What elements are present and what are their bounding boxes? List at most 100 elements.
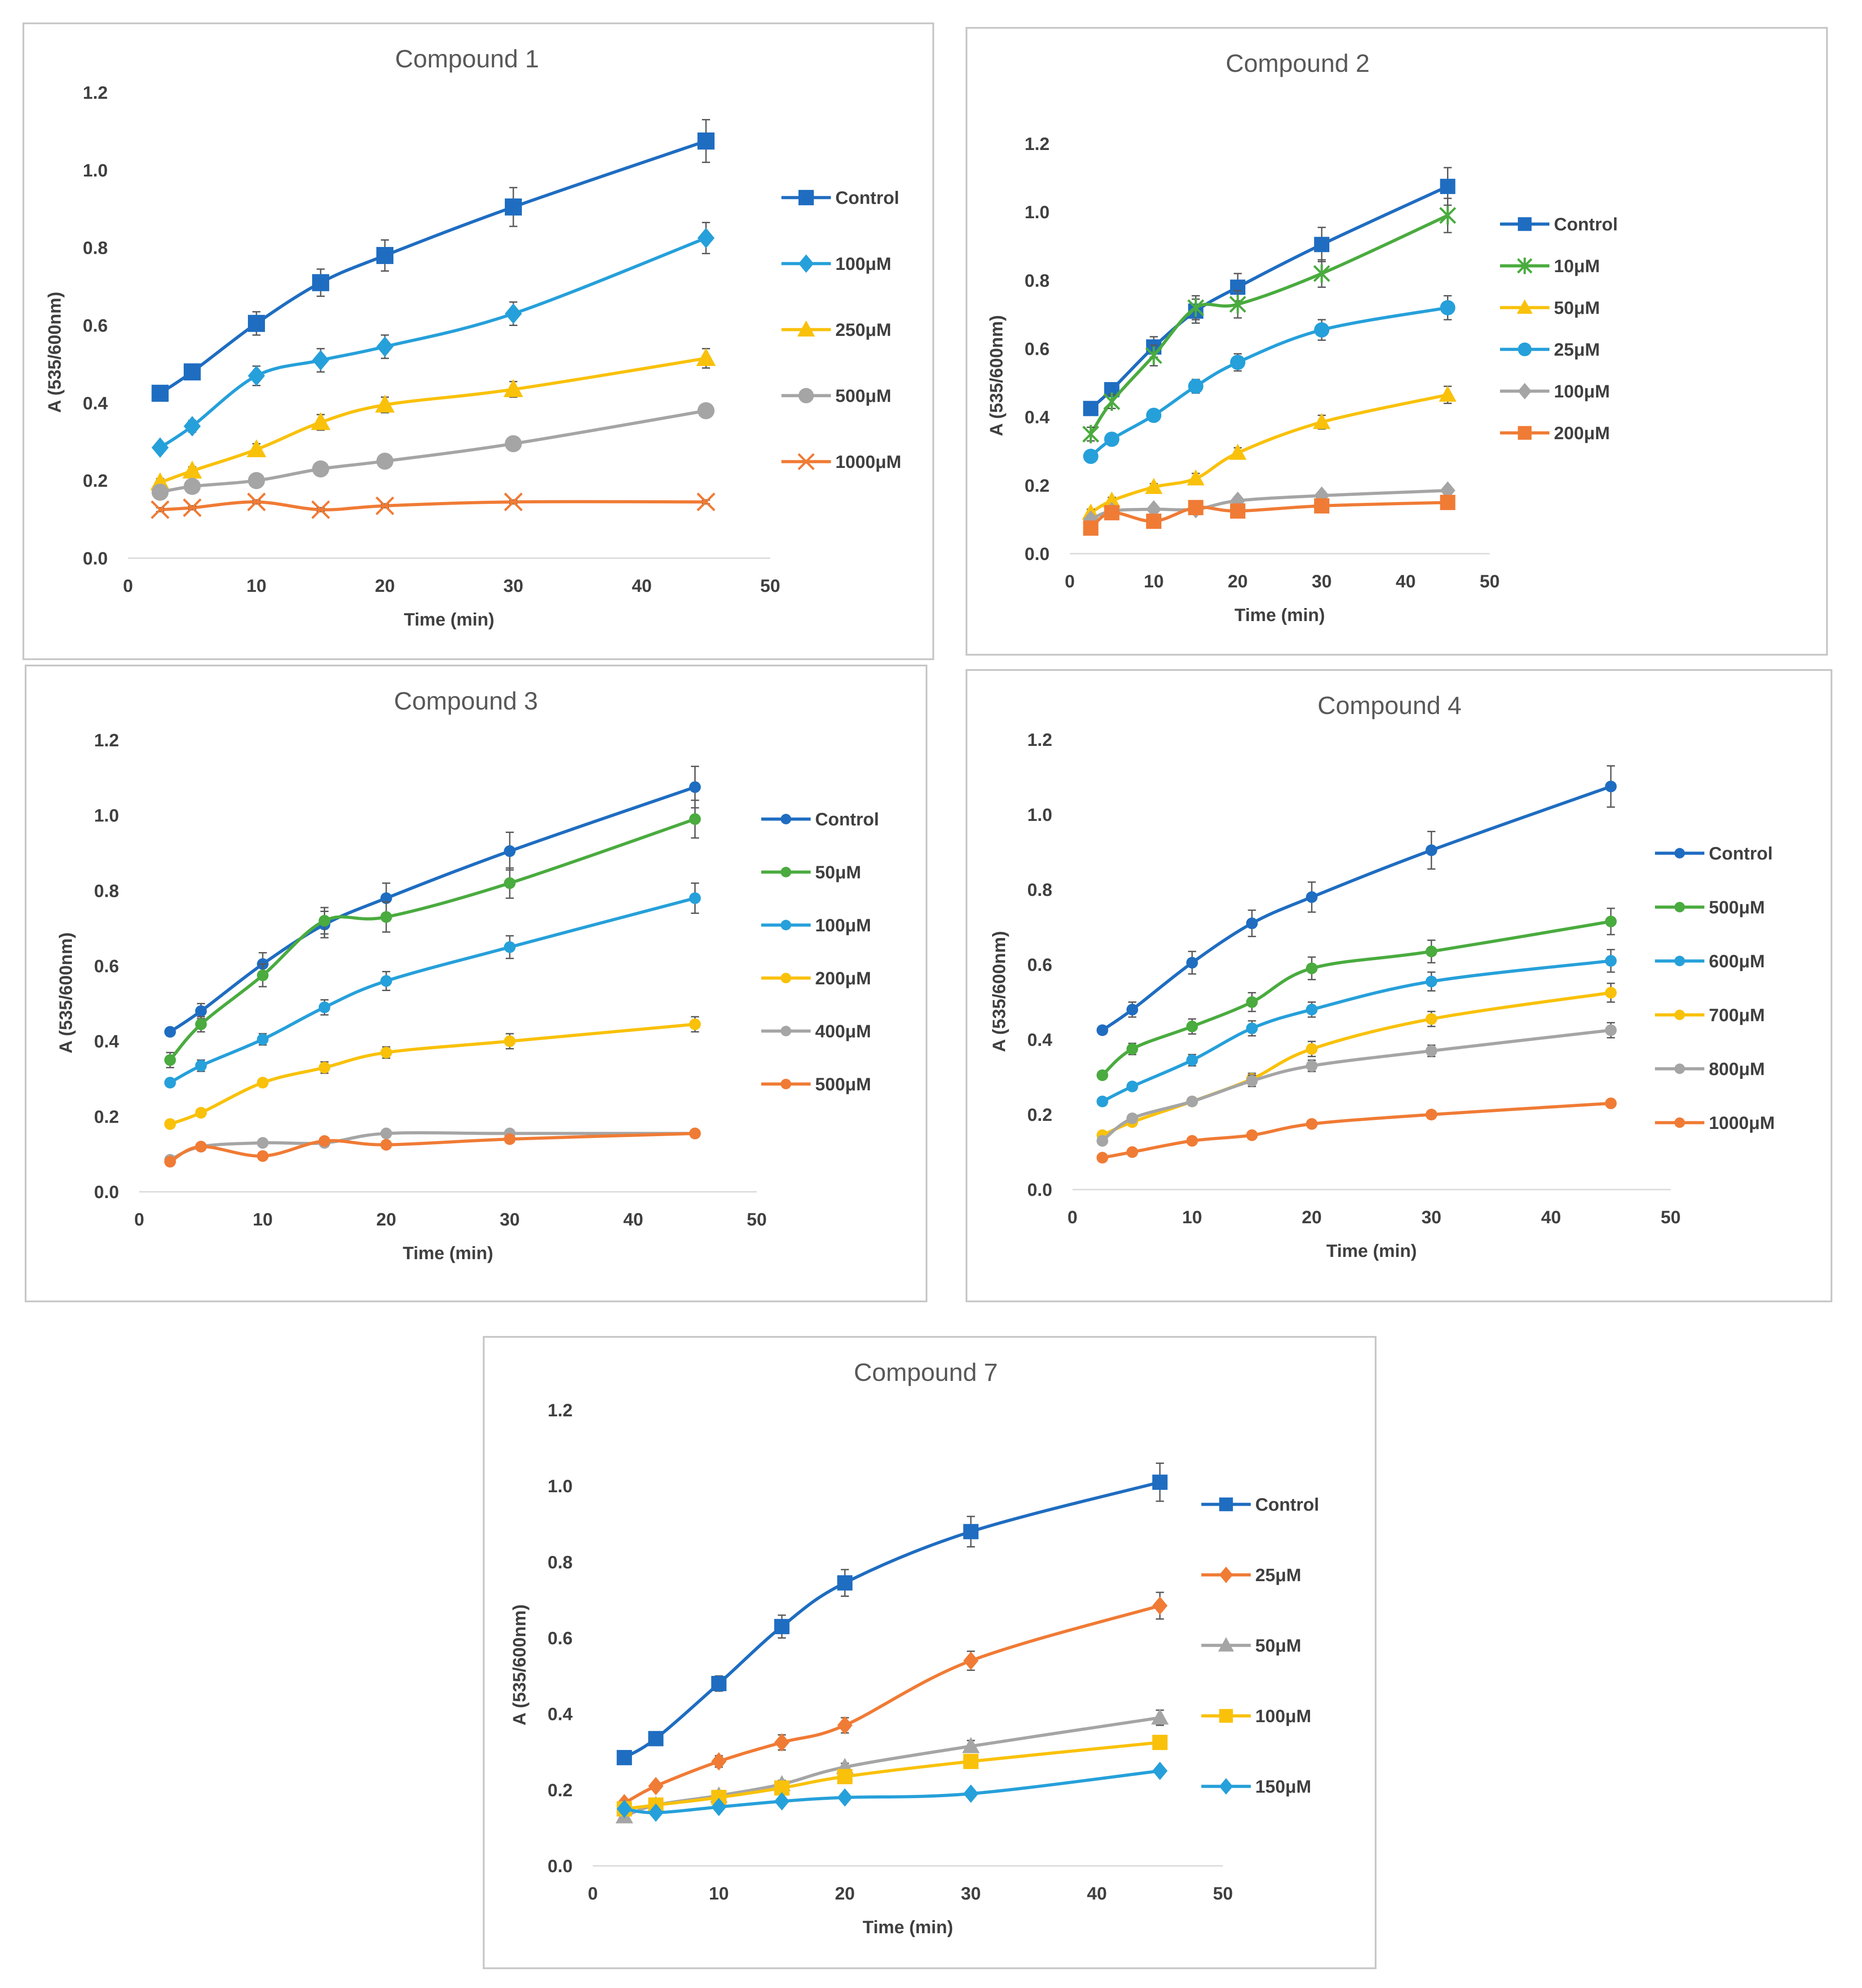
series-2 — [150, 348, 716, 490]
y-tick-label: 0.0 — [83, 549, 108, 569]
data-point — [505, 435, 522, 453]
y-tick-label: 0.0 — [1027, 1180, 1052, 1200]
series-line — [624, 1769, 1160, 1815]
data-point — [1425, 1045, 1438, 1057]
data-point — [648, 1776, 664, 1795]
data-point — [962, 1737, 980, 1753]
data-point — [1246, 1075, 1258, 1087]
data-point — [184, 478, 201, 495]
series-1 — [1096, 908, 1617, 1081]
series-line — [1090, 185, 1448, 410]
data-point — [697, 492, 715, 511]
y-tick-label: 1.2 — [1027, 730, 1052, 750]
data-point — [1083, 520, 1099, 536]
data-point — [505, 198, 522, 216]
legend-label: 400μM — [815, 1022, 871, 1041]
y-tick-label: 1.0 — [1024, 203, 1050, 222]
series-line — [623, 1604, 1160, 1805]
data-point — [963, 1524, 979, 1539]
data-point — [1440, 179, 1456, 194]
series-line — [1090, 393, 1448, 514]
x-tick-label: 30 — [1312, 572, 1332, 591]
legend-label: 1000μM — [1709, 1113, 1775, 1133]
legend-label: 1000μM — [835, 452, 901, 472]
series-line — [1090, 501, 1448, 529]
chart-frame — [25, 665, 927, 1302]
y-tick-label: 1.0 — [1027, 805, 1052, 825]
chart-title: Compound 2 — [1226, 49, 1370, 77]
legend-item: 800μM — [1655, 1059, 1765, 1079]
series-line — [169, 1023, 695, 1126]
data-point — [150, 500, 170, 519]
legend-item: 25μM — [1201, 1565, 1301, 1585]
y-tick-label: 0.6 — [83, 316, 108, 336]
data-point — [1306, 1004, 1318, 1016]
data-point — [1103, 392, 1121, 411]
data-point — [504, 1133, 516, 1145]
x-tick-label: 20 — [1302, 1208, 1322, 1227]
chart-compound-2: Compound 2 0 10 20 30 40 50 0.0 0.2 0.4 0.6 0.8 1.0 1… — [966, 27, 1828, 656]
data-point — [257, 969, 269, 981]
chart-frame — [966, 669, 1832, 1302]
data-point — [1146, 513, 1161, 529]
legend-item: Control — [781, 188, 899, 208]
data-point — [318, 1062, 331, 1074]
y-tick-label: 1.0 — [547, 1477, 573, 1496]
legend-item: 1000μM — [781, 452, 901, 472]
data-point — [1605, 987, 1617, 999]
data-point — [1188, 379, 1204, 394]
legend-label: 50μM — [1255, 1636, 1301, 1656]
data-point — [711, 1798, 727, 1816]
legend-label: Control — [815, 810, 879, 829]
legend-marker — [1674, 848, 1685, 859]
series-line — [169, 896, 696, 1084]
x-tick-label: 40 — [1541, 1208, 1561, 1227]
data-point — [1605, 780, 1617, 793]
series-0 — [151, 119, 715, 402]
y-tick-label: 0.6 — [1027, 955, 1052, 975]
data-point — [1096, 1135, 1108, 1147]
legend-marker — [1674, 902, 1685, 912]
legend-label: 10μM — [1554, 256, 1600, 276]
y-tick-label: 0.2 — [94, 1107, 119, 1127]
data-point — [1082, 425, 1099, 444]
data-point — [1146, 407, 1161, 423]
legend-item: 50μM — [1201, 1636, 1301, 1656]
data-point — [1605, 915, 1617, 927]
data-point — [1314, 498, 1329, 514]
data-point — [774, 1619, 790, 1635]
data-point — [1096, 1152, 1108, 1164]
data-point — [1083, 449, 1099, 464]
data-point — [380, 911, 392, 923]
data-point — [318, 1135, 331, 1147]
x-axis-label: Time (min) — [1235, 605, 1325, 625]
series-3 — [1083, 295, 1456, 464]
y-tick-label: 0.8 — [94, 881, 119, 901]
data-point — [318, 1001, 331, 1014]
data-point — [837, 1575, 853, 1591]
data-point — [1605, 1024, 1617, 1036]
data-point — [1126, 1080, 1138, 1093]
legend-item: 100μM — [781, 254, 891, 274]
y-tick-label: 1.2 — [1024, 134, 1050, 154]
data-point — [376, 452, 393, 470]
x-tick-label: 50 — [760, 576, 781, 596]
legend-item: 250μM — [781, 320, 891, 340]
data-point — [1425, 945, 1438, 957]
x-tick-label: 0 — [1068, 1208, 1077, 1227]
y-tick-label: 1.2 — [94, 731, 119, 750]
series-line — [1101, 785, 1611, 1032]
legend-item: 500μM — [781, 386, 891, 406]
x-axis-label: Time (min) — [404, 610, 494, 630]
series-1 — [164, 799, 701, 1068]
series-line — [624, 1741, 1160, 1811]
series-5 — [164, 1128, 701, 1168]
x-axis-label: Time (min) — [403, 1243, 494, 1263]
data-point — [1246, 1129, 1258, 1141]
data-point — [1187, 298, 1205, 317]
data-point — [1439, 206, 1456, 225]
data-point — [837, 1788, 853, 1807]
legend-marker — [1674, 1009, 1685, 1020]
data-point — [1306, 962, 1318, 974]
series-4 — [150, 492, 715, 519]
